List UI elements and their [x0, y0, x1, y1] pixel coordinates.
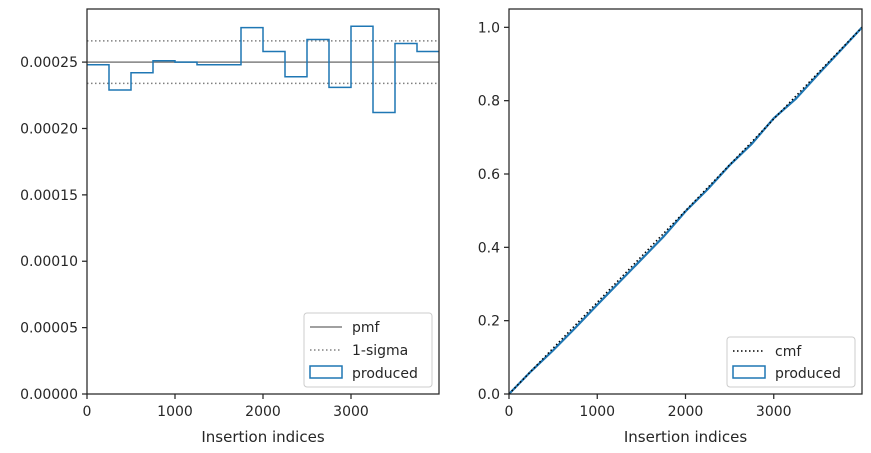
y-tick-label: 0.00010: [20, 254, 78, 270]
legend: pmf 1-sigma produced: [303, 312, 433, 388]
legend-sigma-label: 1-sigma: [352, 343, 408, 359]
x-tick-label: 0: [505, 404, 514, 420]
x-tick-label: 3000: [756, 404, 792, 420]
y-tick-label: 0.6: [478, 167, 500, 183]
y-tick-label: 0.00015: [20, 188, 78, 204]
legend: cmf produced: [726, 336, 856, 388]
y-tick-label: 0.00020: [20, 121, 78, 137]
legend-box: [726, 336, 856, 388]
legend-produced-label: produced: [775, 366, 841, 382]
x-tick-label: 3000: [333, 404, 369, 420]
left-chart-pmf: 0.00000 0.00005 0.00010 0.00015 0.00020 0.000…: [20, 8, 440, 446]
x-tick-label: 2000: [668, 404, 704, 420]
legend-produced-swatch: [732, 365, 766, 379]
cmf-line: [508, 26, 863, 395]
y-tick-label: 0.0: [478, 387, 500, 403]
legend-produced-label: produced: [352, 366, 418, 382]
y-tick-label: 0.8: [478, 94, 500, 110]
legend-cmf-label: cmf: [775, 344, 802, 360]
y-tick-label: 0.4: [478, 240, 500, 256]
x-tick-label: 0: [83, 404, 92, 420]
x-axis-label: Insertion indices: [624, 428, 747, 446]
x-axis-label: Insertion indices: [201, 428, 324, 446]
x-tick-label: 1000: [579, 404, 615, 420]
right-chart-cmf: 0.0 0.2 0.4 0.6 0.8 1.0 0 1000 2000 3000 Insertion…: [478, 8, 863, 446]
y-tick-label: 1.0: [478, 20, 500, 36]
y-tick-label: 0.00000: [20, 387, 78, 403]
plot-frame: [508, 8, 863, 395]
x-tick-label: 2000: [245, 404, 281, 420]
legend-pmf-label: pmf: [352, 320, 381, 336]
y-tick-label: 0.00025: [20, 55, 78, 71]
y-tick-label: 0.00005: [20, 321, 78, 337]
legend-produced-swatch: [309, 365, 343, 379]
legend-box: [303, 312, 433, 388]
x-tick-label: 1000: [157, 404, 193, 420]
y-tick-label: 0.2: [478, 314, 500, 330]
produced-histogram: [87, 25, 439, 114]
produced-cmf-curve: [508, 26, 863, 395]
